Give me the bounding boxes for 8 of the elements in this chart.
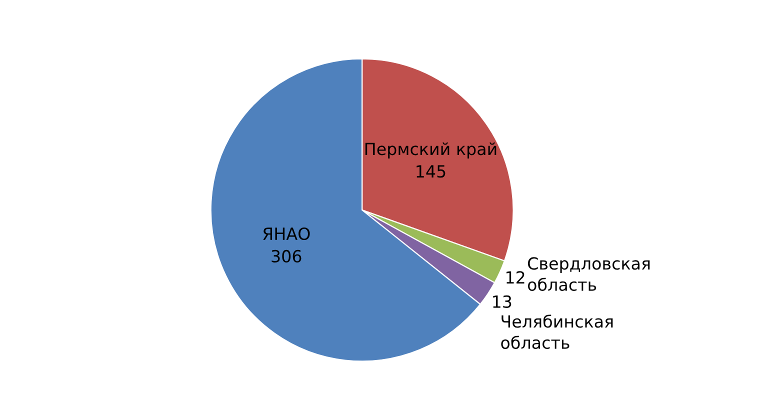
slice-label: ЯНАО bbox=[263, 227, 310, 240]
data-label: 145 bbox=[416, 165, 446, 178]
data-label: 13 bbox=[493, 295, 512, 308]
slice-label: Пермский край bbox=[365, 142, 496, 158]
data-label: 12 bbox=[506, 271, 524, 284]
slice-label: Челябинская область bbox=[501, 314, 613, 349]
data-label: 306 bbox=[272, 250, 302, 263]
slice-label: Свердловская область bbox=[528, 257, 650, 291]
